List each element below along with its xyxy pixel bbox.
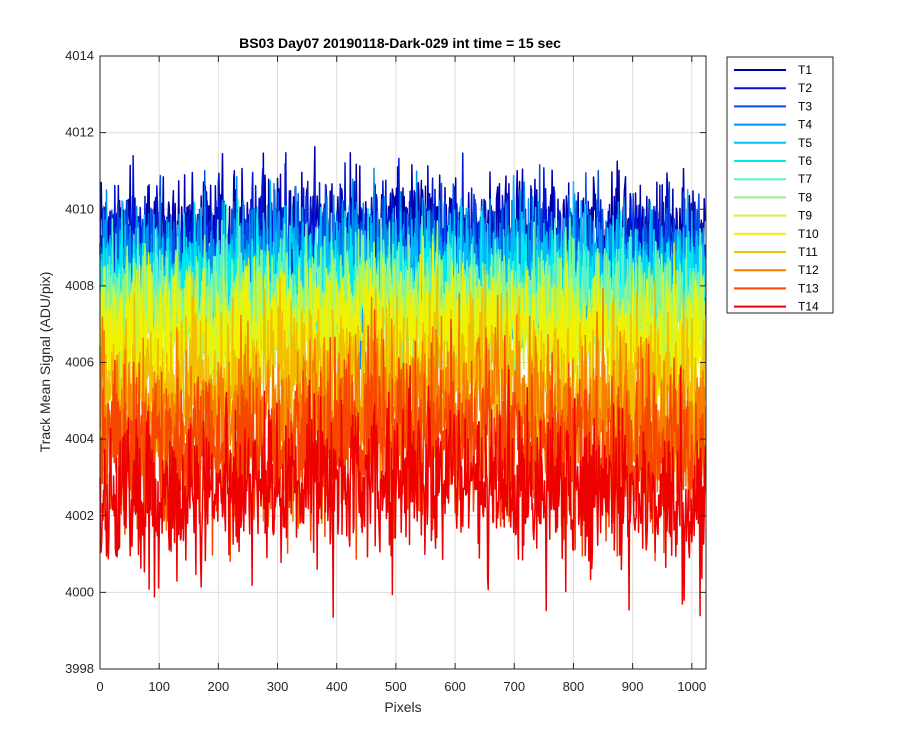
x-tick-label: 600 bbox=[444, 679, 466, 694]
x-axis-label: Pixels bbox=[384, 699, 421, 715]
x-tick-label: 200 bbox=[208, 679, 230, 694]
legend-label-t10: T10 bbox=[798, 227, 819, 241]
series-line-t14 bbox=[99, 365, 707, 618]
legend-label-t9: T9 bbox=[798, 209, 812, 223]
y-axis-label: Track Mean Signal (ADU/pix) bbox=[37, 272, 53, 453]
legend-label-t13: T13 bbox=[798, 281, 819, 295]
legend-label-t7: T7 bbox=[798, 172, 812, 186]
legend-label-t14: T14 bbox=[798, 300, 819, 314]
x-tick-label: 800 bbox=[563, 679, 585, 694]
y-tick-label: 4006 bbox=[65, 355, 94, 370]
x-tick-label: 900 bbox=[622, 679, 644, 694]
legend-label-t8: T8 bbox=[798, 190, 812, 204]
x-tick-label: 500 bbox=[385, 679, 407, 694]
x-tick-label: 400 bbox=[326, 679, 348, 694]
chart-title: BS03 Day07 20190118-Dark-029 int time = … bbox=[239, 35, 561, 51]
x-tick-label: 100 bbox=[148, 679, 170, 694]
y-tick-label: 4012 bbox=[65, 125, 94, 140]
legend-label-t3: T3 bbox=[798, 99, 812, 113]
legend: T1 T2 T3 T4 T5 T6 T7 T8 T9 T10 T11 T12 T13 T14 bbox=[726, 56, 834, 314]
y-tick-label: 4010 bbox=[65, 201, 94, 216]
legend-label-t11: T11 bbox=[798, 245, 818, 259]
legend-label-t2: T2 bbox=[798, 81, 812, 95]
x-tick-label: 0 bbox=[96, 679, 103, 694]
legend-label-t1: T1 bbox=[798, 63, 812, 77]
x-tick-label: 300 bbox=[267, 679, 289, 694]
y-tick-label: 4008 bbox=[65, 278, 94, 293]
y-tick-label: 4002 bbox=[65, 508, 94, 523]
series-layer bbox=[99, 146, 707, 618]
x-tick-label: 700 bbox=[503, 679, 525, 694]
y-tick-label: 3998 bbox=[65, 661, 94, 676]
legend-label-t12: T12 bbox=[798, 263, 819, 277]
legend-label-t5: T5 bbox=[798, 136, 812, 150]
y-tick-label: 4000 bbox=[65, 584, 94, 599]
legend-label-t6: T6 bbox=[798, 154, 812, 168]
x-tick-label: 1000 bbox=[677, 679, 706, 694]
y-tick-label: 4004 bbox=[65, 431, 94, 446]
axis-ticks: 0 100 200 300 400 500 600 700 800 900 1000 3998 4000… bbox=[65, 48, 706, 694]
y-tick-label: 4014 bbox=[65, 48, 94, 63]
legend-label-t4: T4 bbox=[798, 118, 812, 132]
